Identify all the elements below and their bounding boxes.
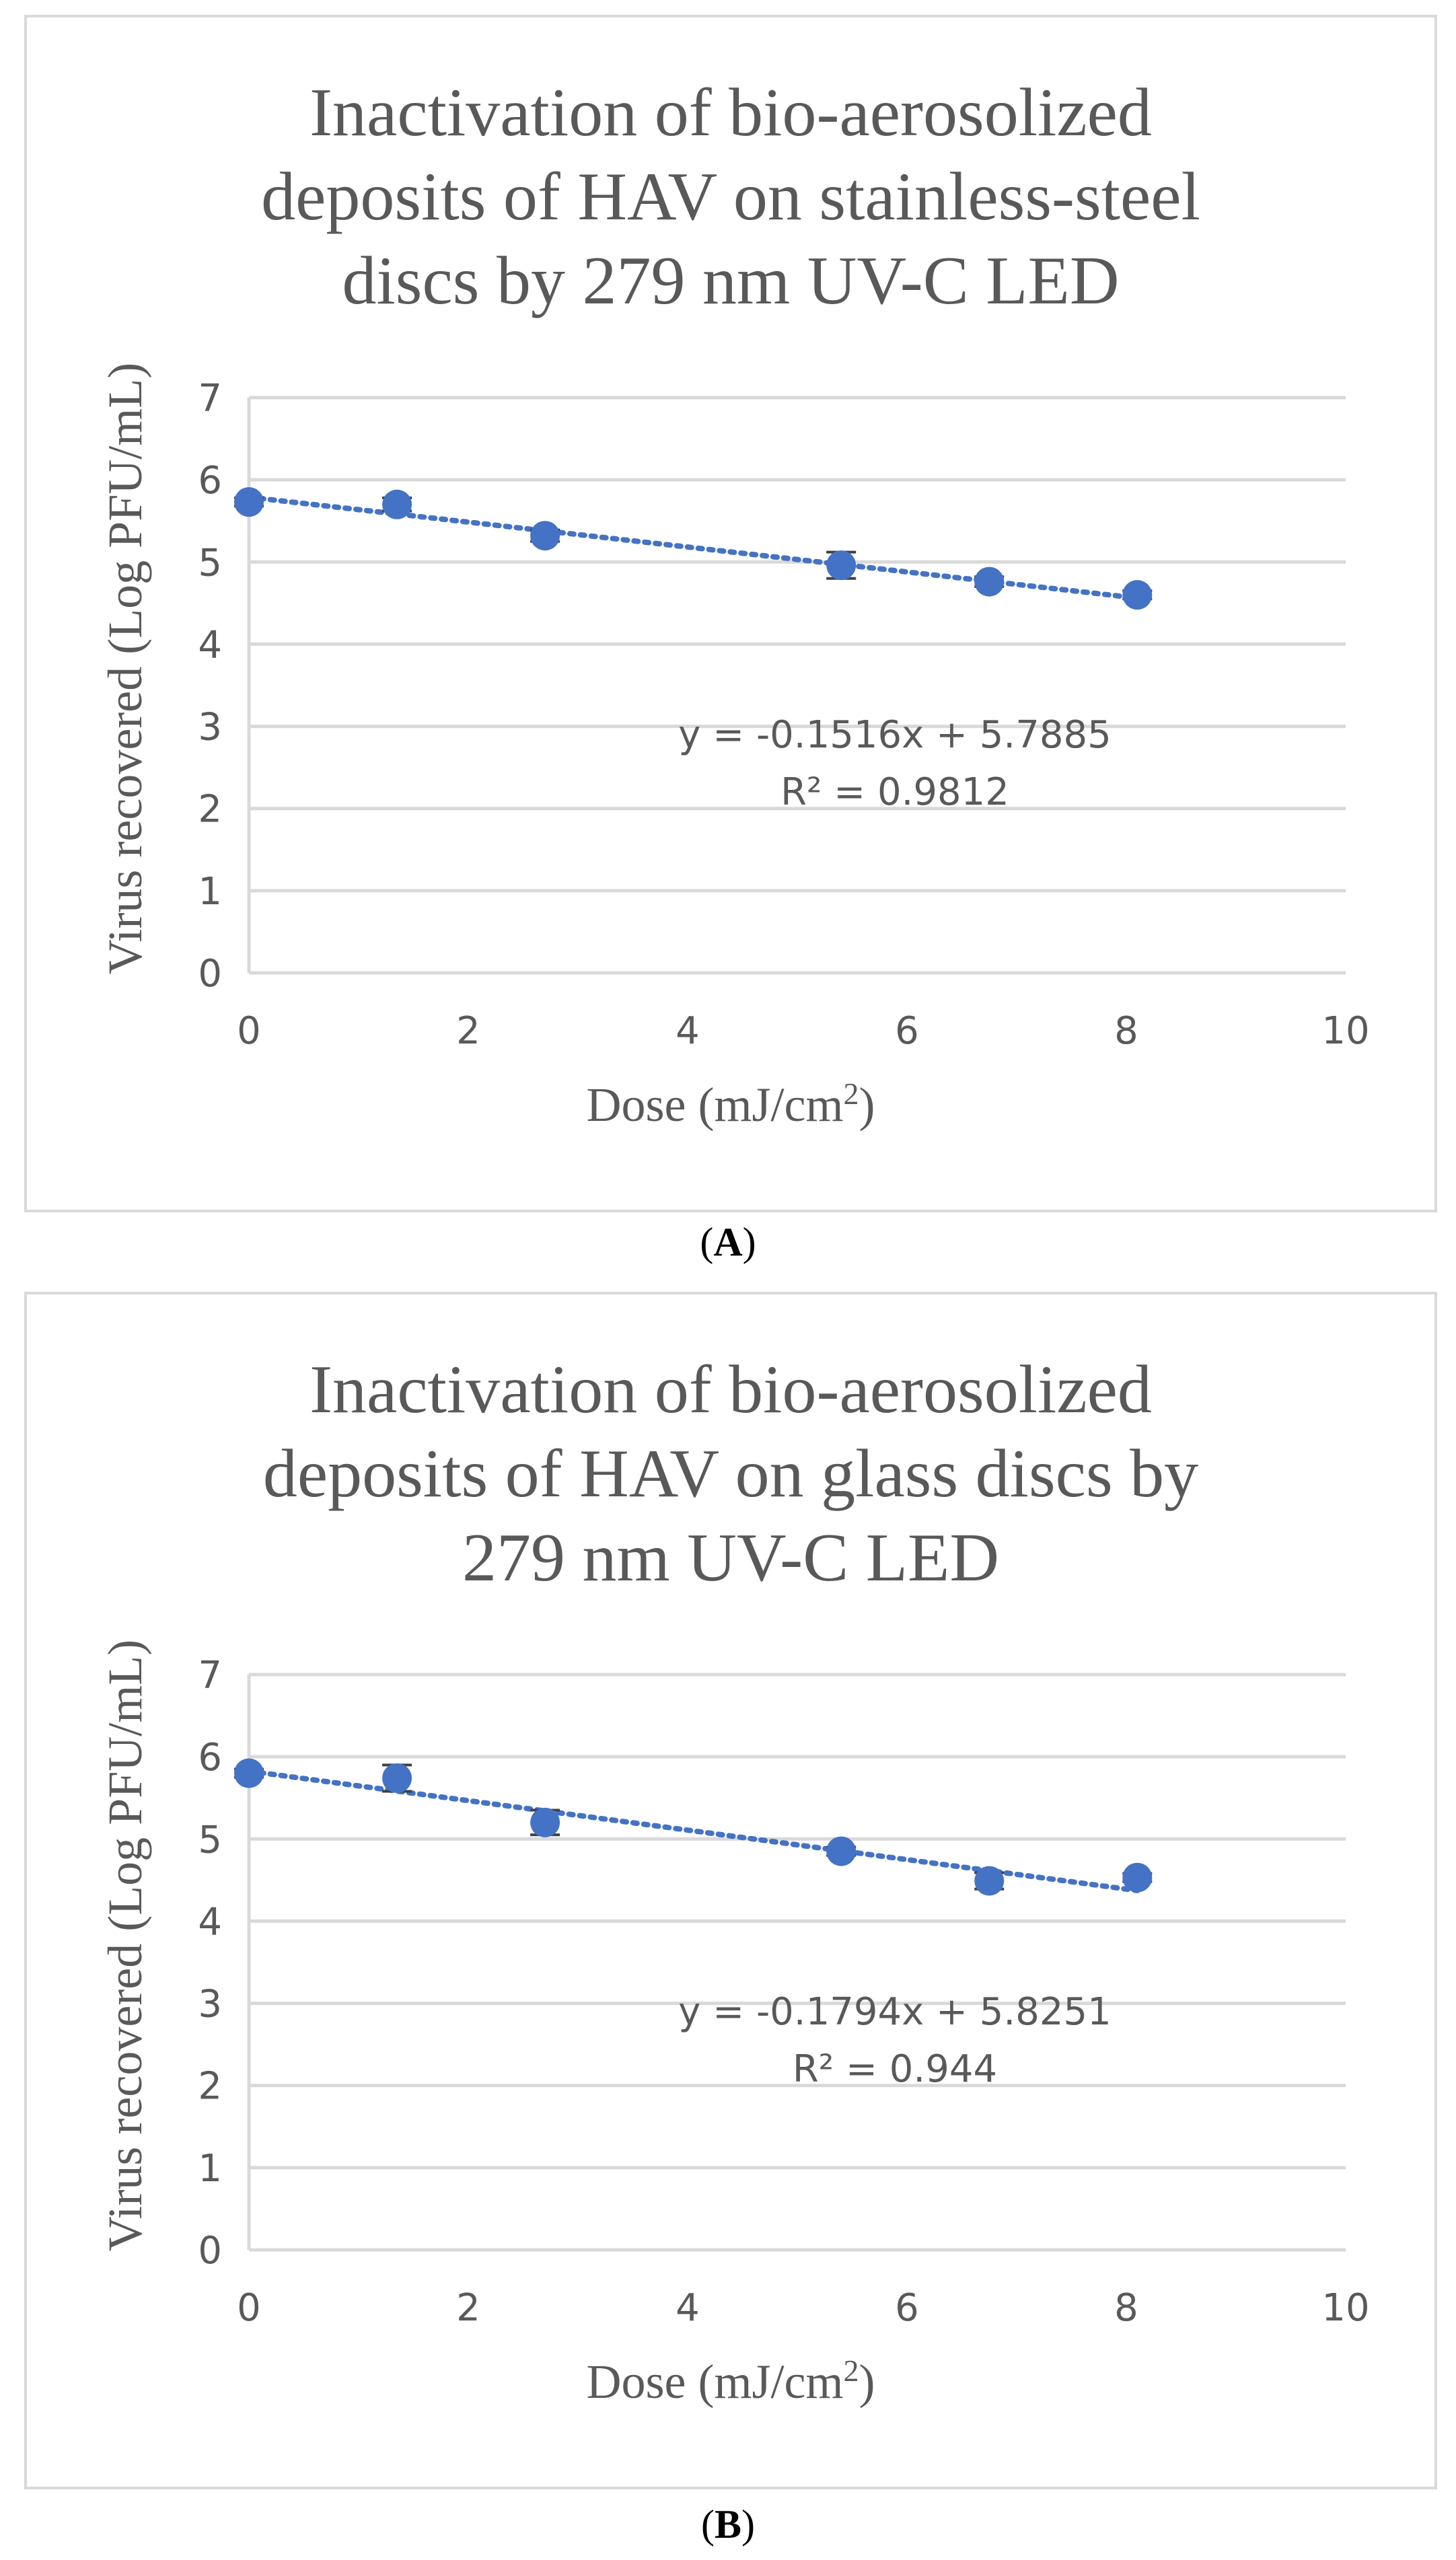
x-axis-title: Dose (mJ/cm2)	[587, 2353, 875, 2409]
data-point	[826, 550, 857, 581]
panel-label-b: (B)	[701, 2502, 755, 2547]
y-tick-label: 3	[198, 706, 222, 749]
y-tick-label: 4	[198, 1900, 222, 1944]
data-point	[1122, 1862, 1153, 1893]
x-axis-title-sup: 2	[843, 1076, 859, 1111]
trendline-equation: y = -0.1794x + 5.8251	[678, 1990, 1111, 2034]
data-point	[382, 1763, 412, 1793]
x-axis-title-sup: 2	[843, 2353, 859, 2388]
x-axis-title: Dose (mJ/cm2)	[587, 1076, 875, 1132]
data-point	[234, 487, 264, 517]
trendline-equation: y = -0.1516x + 5.7885	[678, 713, 1111, 757]
data-point	[382, 489, 412, 519]
y-tick-label: 6	[198, 1736, 222, 1780]
chart-b-svg: Inactivation of bio-aerosolized deposits …	[98, 1352, 1370, 2409]
data-point	[1122, 580, 1153, 610]
x-tick-label: 4	[676, 1009, 700, 1053]
x-tick-label: 6	[895, 1009, 919, 1053]
chart-title-line: discs by 279 nm UV-C LED	[342, 243, 1119, 319]
data-point	[530, 1807, 560, 1837]
chart-a-svg: Inactivation of bio-aerosolized deposits …	[98, 75, 1370, 1132]
panel-label-b-text: B	[714, 2502, 742, 2547]
x-tick-label: 4	[676, 2286, 700, 2330]
y-tick-label: 1	[198, 2147, 222, 2191]
y-tick-label: 4	[198, 623, 222, 667]
y-tick-label: 3	[198, 1983, 222, 2026]
y-tick-label: 2	[198, 2065, 222, 2109]
y-tick-label: 5	[198, 541, 222, 585]
data-point	[530, 521, 560, 551]
x-tick-label: 2	[456, 1009, 480, 1053]
chart-panel-a: Inactivation of bio-aerosolized deposits …	[24, 15, 1437, 1212]
chart-title-line: Inactivation of bio-aerosolized	[310, 1352, 1152, 1428]
x-tick-label: 10	[1321, 2286, 1369, 2330]
x-axis-title-tail: )	[859, 2355, 875, 2409]
x-axis-title-tail: )	[859, 1078, 875, 1132]
y-tick-label: 6	[198, 459, 222, 503]
x-axis-title-main: Dose (mJ/cm	[587, 2355, 844, 2409]
chart-title-line: 279 nm UV-C LED	[462, 1520, 999, 1596]
panel-label-a: (A)	[700, 1220, 756, 1264]
chart-title-line: deposits of HAV on stainless-steel	[261, 159, 1200, 235]
y-axis-title: Virus recovered (Log PFU/mL)	[98, 1640, 152, 2251]
y-tick-label: 1	[198, 870, 222, 914]
y-tick-label: 0	[198, 2229, 222, 2273]
y-tick-label: 7	[198, 1654, 222, 1697]
y-tick-label: 5	[198, 1818, 222, 1862]
x-tick-label: 8	[1114, 2286, 1138, 2330]
chart-title-line: Inactivation of bio-aerosolized	[310, 75, 1152, 151]
x-tick-label: 0	[237, 1009, 261, 1053]
y-tick-label: 2	[198, 788, 222, 832]
y-tick-label: 7	[198, 377, 222, 420]
y-axis-title: Virus recovered (Log PFU/mL)	[98, 363, 152, 974]
x-tick-label: 0	[237, 2286, 261, 2330]
data-point	[974, 566, 1005, 597]
panel-label-a-text: A	[713, 1220, 743, 1264]
chart-title-line: deposits of HAV on glass discs by	[263, 1436, 1198, 1512]
data-point	[826, 1836, 857, 1866]
data-point	[974, 1866, 1005, 1896]
chart-panel-b: Inactivation of bio-aerosolized deposits …	[24, 1292, 1437, 2489]
data-point	[234, 1758, 264, 1788]
x-axis-title-main: Dose (mJ/cm	[587, 1078, 844, 1132]
x-tick-label: 2	[456, 2286, 480, 2330]
y-tick-label: 0	[198, 952, 222, 996]
x-tick-label: 8	[1114, 1009, 1138, 1053]
trendline	[246, 1768, 1140, 1893]
trendline	[246, 494, 1140, 601]
x-tick-label: 10	[1321, 1009, 1369, 1053]
r-squared-label: R² = 0.9812	[780, 770, 1009, 814]
r-squared-label: R² = 0.944	[793, 2047, 997, 2091]
x-tick-label: 6	[895, 2286, 919, 2330]
